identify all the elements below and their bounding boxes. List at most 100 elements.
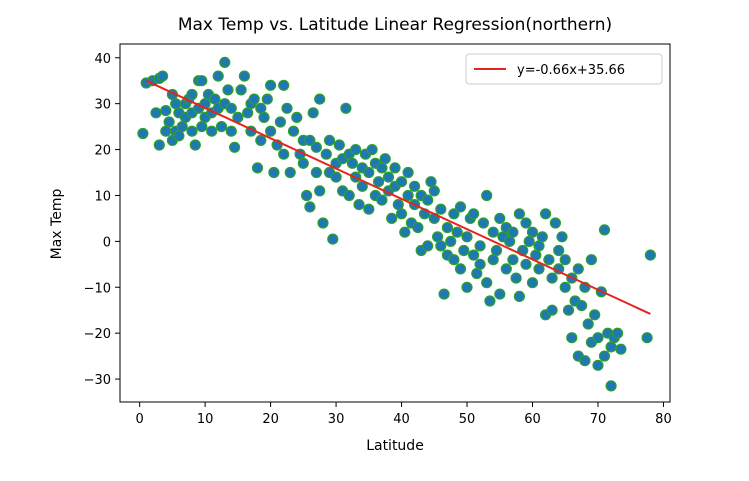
data-point xyxy=(212,70,224,82)
data-point xyxy=(562,304,575,316)
data-point xyxy=(284,166,296,179)
data-point xyxy=(395,208,408,220)
data-point xyxy=(474,258,486,270)
data-point xyxy=(513,208,526,220)
data-point xyxy=(281,102,293,114)
x-tick-label: 50 xyxy=(459,412,476,427)
data-point xyxy=(536,231,548,243)
data-point xyxy=(265,79,277,91)
data-point xyxy=(589,309,601,321)
y-tick-label: 30 xyxy=(94,98,111,113)
data-point xyxy=(504,235,516,247)
data-point xyxy=(373,176,385,188)
y-tick-label: −10 xyxy=(84,281,111,296)
data-point xyxy=(510,272,522,284)
data-point xyxy=(379,153,391,165)
plot-area-frame xyxy=(119,43,671,403)
data-point xyxy=(549,217,562,229)
legend: y=-0.66x+35.66 xyxy=(465,53,663,85)
legend-box xyxy=(465,53,663,85)
data-point xyxy=(189,139,201,151)
data-point xyxy=(304,201,316,213)
data-point xyxy=(412,222,424,234)
data-point xyxy=(229,141,241,153)
data-point xyxy=(261,93,273,105)
data-point xyxy=(333,139,345,151)
y-axis-ticks: −30 −20 −10 0 10 20 30 40 xyxy=(84,52,120,388)
data-point xyxy=(235,84,247,96)
data-point xyxy=(445,235,457,247)
data-point xyxy=(441,222,453,234)
data-point xyxy=(206,125,218,137)
data-point xyxy=(458,244,470,257)
data-point xyxy=(160,125,172,137)
data-point xyxy=(448,254,460,266)
data-point xyxy=(598,224,611,236)
data-point xyxy=(301,189,313,202)
y-tick-label: 10 xyxy=(94,189,111,204)
data-point xyxy=(448,208,460,220)
data-point xyxy=(435,240,447,252)
x-tick-label: 10 xyxy=(197,412,214,427)
data-point xyxy=(451,226,463,238)
data-point xyxy=(153,139,165,151)
data-point xyxy=(481,189,493,202)
data-point xyxy=(170,98,182,110)
data-point xyxy=(520,217,532,229)
data-point xyxy=(500,263,512,275)
data-point xyxy=(307,107,319,119)
data-point xyxy=(611,327,624,339)
data-point xyxy=(163,116,175,128)
y-tick-label: 40 xyxy=(94,52,111,67)
data-point xyxy=(150,107,162,119)
data-point xyxy=(425,176,437,188)
data-point xyxy=(487,254,499,266)
data-point xyxy=(575,300,588,312)
data-point xyxy=(471,267,483,280)
x-tick-label: 20 xyxy=(262,412,279,427)
data-point xyxy=(382,171,395,183)
data-point xyxy=(255,102,267,114)
x-tick-label: 60 xyxy=(524,412,541,427)
data-point xyxy=(546,272,558,284)
data-point xyxy=(222,84,234,96)
data-point xyxy=(258,111,270,124)
data-point xyxy=(310,166,322,179)
x-axis-label: Latitude xyxy=(366,438,424,454)
data-point xyxy=(605,380,617,392)
x-tick-label: 40 xyxy=(393,412,410,427)
y-tick-label: −30 xyxy=(84,373,111,388)
data-point xyxy=(317,217,329,229)
data-point xyxy=(526,226,539,238)
data-point xyxy=(474,240,486,252)
data-point xyxy=(533,263,545,275)
y-tick-label: 20 xyxy=(94,144,111,159)
data-point xyxy=(454,201,467,213)
data-point xyxy=(395,176,408,188)
data-point xyxy=(314,185,326,197)
data-point xyxy=(592,332,604,344)
data-point xyxy=(468,249,480,261)
data-point xyxy=(402,189,414,202)
data-point xyxy=(526,277,539,289)
y-tick-label: 0 xyxy=(103,235,111,250)
data-point xyxy=(268,166,280,179)
data-point xyxy=(320,148,332,160)
y-tick-label: −20 xyxy=(84,327,111,342)
data-point xyxy=(219,56,231,69)
legend-label: y=-0.66x+35.66 xyxy=(517,63,625,78)
data-point xyxy=(428,185,440,197)
x-tick-label: 0 xyxy=(136,412,144,427)
data-point xyxy=(494,212,506,224)
data-point xyxy=(559,281,571,293)
data-point xyxy=(507,254,519,266)
data-point xyxy=(278,148,290,160)
data-point xyxy=(432,231,444,243)
data-point xyxy=(186,125,198,137)
data-point xyxy=(399,226,411,238)
data-point xyxy=(366,144,378,156)
data-point xyxy=(477,217,489,229)
x-tick-label: 30 xyxy=(328,412,345,427)
data-point xyxy=(386,212,398,224)
data-point xyxy=(556,231,568,243)
